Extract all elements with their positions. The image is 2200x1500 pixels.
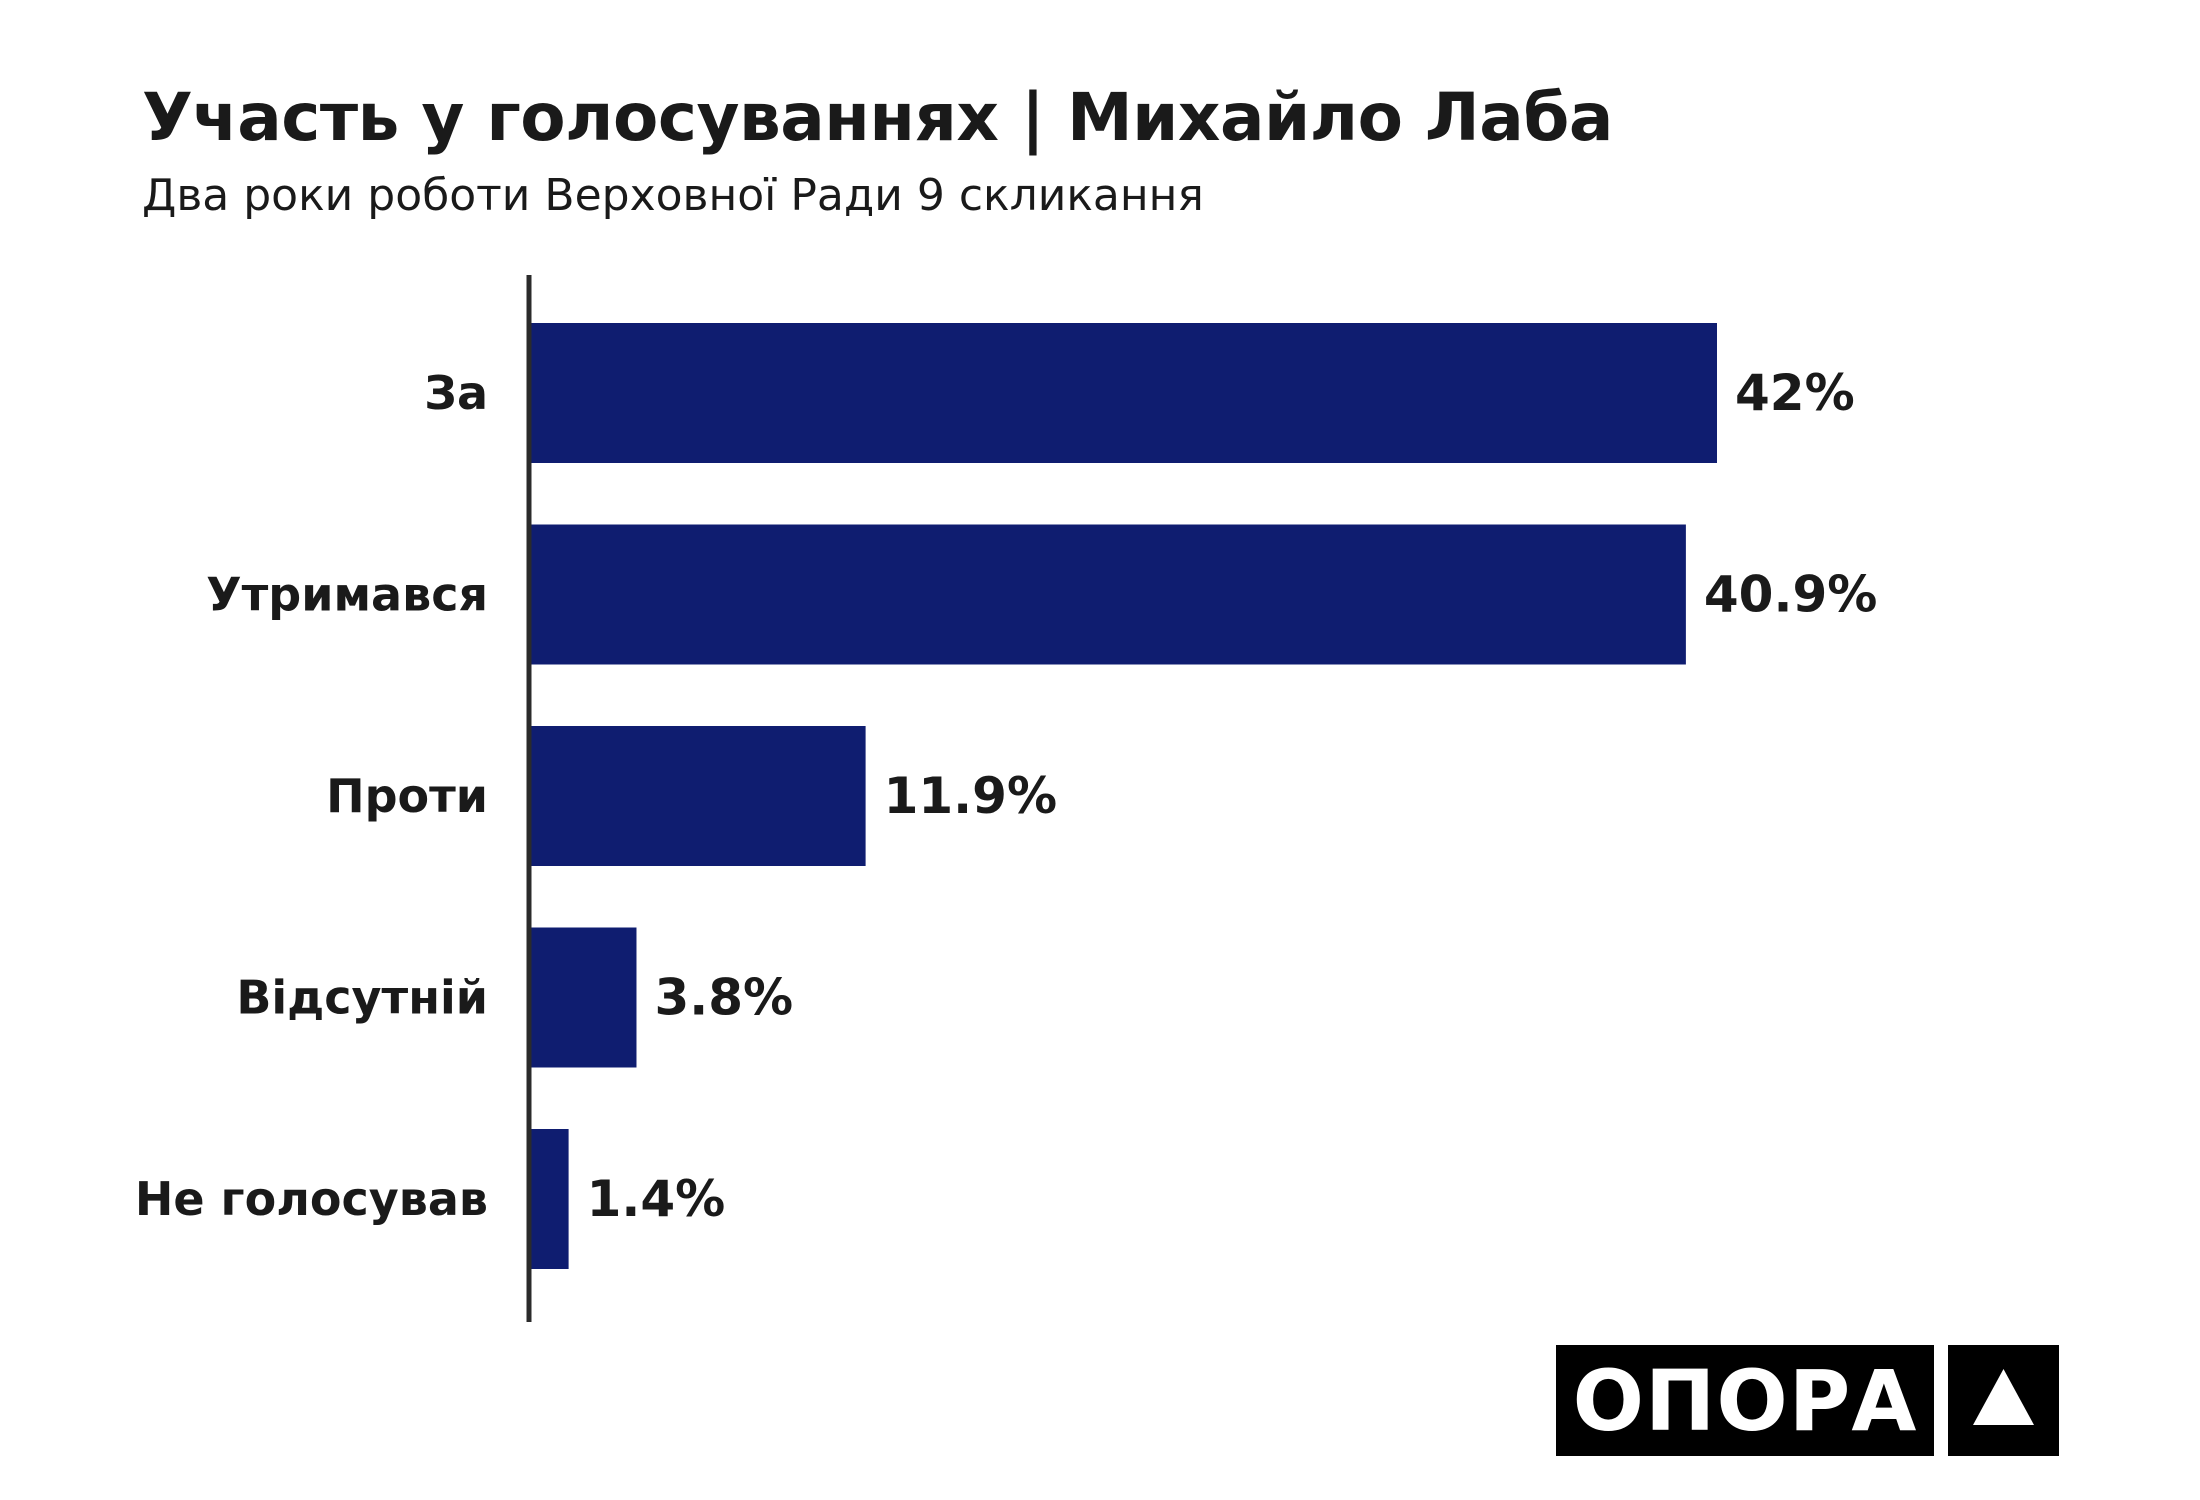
category-label: Проти <box>326 769 488 823</box>
bar-5 <box>529 1129 569 1269</box>
labels-layer: За 42% Утримався 40.9% Проти 11.9% Відсутній 3.… <box>135 364 1878 1228</box>
logo-wordmark: ОПОРА <box>1556 1345 1934 1456</box>
category-label: Відсутній <box>236 971 488 1025</box>
value-label: 11.9% <box>884 767 1057 825</box>
chart-subtitle: Два роки роботи Верховної Ради 9 скликан… <box>142 170 1204 221</box>
bar-4 <box>529 927 637 1068</box>
bars-layer <box>529 323 1717 1269</box>
triangle-icon <box>1948 1345 2059 1456</box>
value-label: 3.8% <box>654 969 793 1027</box>
category-label: Утримався <box>206 568 488 622</box>
bar-1 <box>529 323 1717 463</box>
chart-title: Участь у голосуваннях | Михайло Лаба <box>142 79 1613 156</box>
bar-2 <box>529 524 1686 665</box>
opora-logo: ОПОРА <box>1556 1345 2059 1456</box>
triangle-icon-shape <box>1973 1369 2034 1425</box>
bar-3 <box>529 726 866 866</box>
category-label: За <box>424 366 488 420</box>
value-label: 40.9% <box>1704 566 1877 624</box>
category-label: Не голосував <box>135 1172 488 1226</box>
value-label: 42% <box>1735 364 1855 422</box>
value-label: 1.4% <box>587 1170 726 1228</box>
